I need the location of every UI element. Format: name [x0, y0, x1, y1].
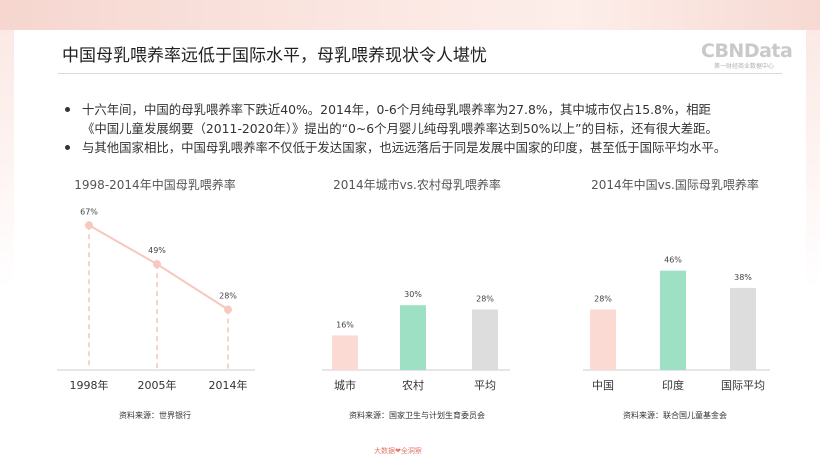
- data-point: [85, 221, 93, 230]
- source-note: 资料来源：联合国儿童基金会: [623, 410, 727, 420]
- chart-title: 2014年中国vs.国际母乳喂养率: [591, 177, 759, 192]
- data-label: 38%: [734, 273, 752, 282]
- title-divider: [58, 73, 782, 74]
- chart-title: 2014年城市vs.农村母乳喂养率: [333, 177, 501, 192]
- chart-panel-3: 2014年中国vs.国际母乳喂养率 28% 46% 38% 中国 印度 国际平均资料来源：联…: [583, 177, 770, 420]
- bullet-dot-icon: [65, 107, 70, 112]
- logo-text: CBNData: [701, 40, 793, 62]
- bar: [590, 309, 616, 370]
- bar: [730, 287, 756, 370]
- data-label: 49%: [148, 246, 166, 255]
- bar: [472, 309, 498, 370]
- bullet-line: 《中国儿童发展纲要（2011-2020年）》提出的“0~6个月婴儿纯母乳喂养率达…: [82, 121, 718, 136]
- tick-label: 农村: [402, 378, 424, 392]
- data-point: [153, 260, 161, 269]
- top-decor-band: [0, 0, 820, 30]
- chart-title: 1998-2014年中国母乳喂养率: [74, 177, 235, 192]
- bar: [332, 335, 358, 370]
- tick-label: 国际平均: [721, 379, 765, 392]
- source-note: 资料来源：国家卫生与计划生育委员会: [349, 410, 485, 420]
- bullet-line: 与其他国家相比，中国母乳喂养率不仅低于发达国家，也远远落后于同是发展中国家的印度…: [82, 140, 727, 155]
- tick-label: 2014年: [209, 378, 248, 392]
- tick-label: 1998年: [70, 378, 109, 392]
- slide-title: 中国母乳喂养率远低于国际水平，母乳喂养现状令人堪忧: [62, 46, 487, 66]
- data-label: 46%: [664, 256, 682, 265]
- cbndata-logo: CBNData 第一财经商业数据中心: [701, 40, 793, 71]
- data-label: 28%: [594, 295, 612, 304]
- tick-label: 平均: [474, 379, 496, 392]
- data-point: [224, 305, 232, 314]
- tick-label: 印度: [662, 378, 684, 392]
- data-label: 28%: [476, 295, 494, 304]
- data-label: 67%: [80, 207, 98, 216]
- chart-panel-2: 2014年城市vs.农村母乳喂养率 16% 30% 28% 城市 农村 平均资料来源：国家卫…: [322, 177, 510, 420]
- bullet-item: 与其他国家相比，中国母乳喂养率不仅低于发达国家，也远远落后于同是发展中国家的印度…: [62, 138, 792, 157]
- bullet-dot-icon: [65, 145, 70, 150]
- footer-watermark: 大数据❤全洞察: [374, 447, 422, 455]
- bullet-list: 十六年间，中国的母乳喂养率下跌近40%。2014年，0-6个月纯母乳喂养率为27…: [62, 100, 792, 157]
- chart-panel-1: 1998-2014年中国母乳喂养率 67% 49% 28% 1998年 2005年 2014…: [57, 177, 255, 420]
- bullet-item: 十六年间，中国的母乳喂养率下跌近40%。2014年，0-6个月纯母乳喂养率为27…: [62, 100, 792, 138]
- tick-label: 2005年: [138, 378, 177, 392]
- data-label: 30%: [404, 290, 422, 299]
- left-decor-band: [0, 30, 14, 461]
- data-label: 16%: [336, 320, 354, 329]
- bar: [660, 270, 686, 370]
- source-note: 资料来源：世界银行: [119, 410, 191, 420]
- right-decor-band: [806, 30, 820, 461]
- bullet-line: 十六年间，中国的母乳喂养率下跌近40%。2014年，0-6个月纯母乳喂养率为27…: [82, 102, 711, 117]
- tick-label: 城市: [334, 378, 356, 392]
- tick-label: 中国: [592, 379, 614, 392]
- logo-subtitle: 第一财经商业数据中心: [713, 63, 774, 70]
- data-label: 28%: [219, 292, 237, 301]
- bar: [400, 305, 426, 370]
